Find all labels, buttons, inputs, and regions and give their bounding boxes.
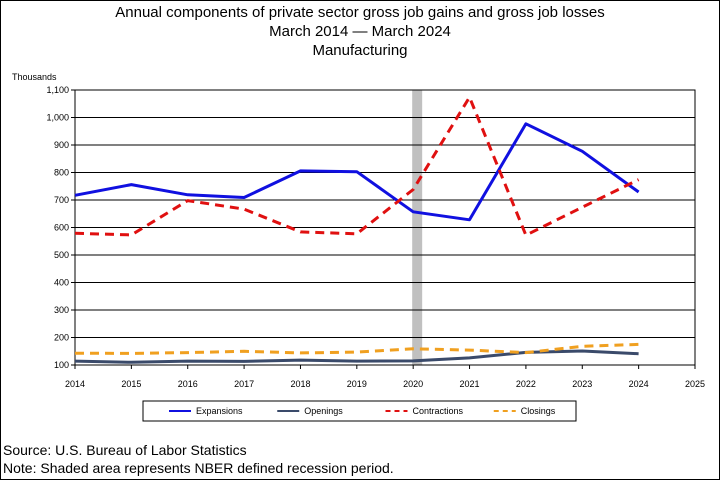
subtitle-dash: — [352, 23, 368, 40]
x-tick-label: 2014 [65, 379, 85, 389]
x-tick-label: 2015 [121, 379, 141, 389]
x-tick-label: 2024 [629, 379, 649, 389]
y-tick-label: 300 [54, 305, 69, 315]
x-tick-label: 2025 [685, 379, 705, 389]
series-line-expansions [74, 122, 640, 222]
series-line-closings [74, 342, 639, 355]
recession-note: Note: Shaded area represents NBER define… [3, 460, 394, 476]
y-tick-label: 100 [54, 360, 69, 370]
legend-label-contractions: Contractions [413, 406, 464, 416]
x-tick-label: 2017 [234, 379, 254, 389]
x-tick-label: 2018 [290, 379, 310, 389]
chart-subtitle: March 2014 — March 2024 [0, 23, 720, 41]
y-tick-label: 200 [54, 333, 69, 343]
y-tick-label: 700 [54, 195, 69, 205]
legend-box [142, 400, 577, 422]
series-line-openings [74, 349, 639, 364]
y-tick-label: 500 [54, 250, 69, 260]
x-tick-label: 2023 [572, 379, 592, 389]
y-axis-label: Thousands [12, 72, 57, 82]
y-tick-label: 900 [54, 140, 69, 150]
legend-label-closings: Closings [521, 406, 556, 416]
chart-industry-subtitle: Manufacturing [312, 42, 408, 59]
legend-label-expansions: Expansions [196, 406, 243, 416]
legend-label-openings: Openings [304, 406, 343, 416]
x-tick-label: 2016 [178, 379, 198, 389]
y-tick-label: 1,100 [46, 85, 69, 95]
plot-border [74, 89, 696, 366]
x-tick-label: 2021 [460, 379, 480, 389]
subtitle-start: March 2014 [269, 23, 349, 40]
subtitle-end: March 2024 [371, 23, 451, 40]
y-tick-label: 800 [54, 168, 69, 178]
x-tick-label: 2019 [347, 379, 367, 389]
y-tick-label: 400 [54, 278, 69, 288]
y-tick-label: 600 [54, 223, 69, 233]
source-note: Source: U.S. Bureau of Labor Statistics [3, 442, 247, 458]
y-tick-label: 1,000 [46, 113, 69, 123]
series-line-contractions [74, 95, 640, 237]
chart-title: Annual components of private sector gros… [115, 4, 605, 21]
x-tick-label: 2020 [403, 379, 423, 389]
x-tick-label: 2022 [516, 379, 536, 389]
